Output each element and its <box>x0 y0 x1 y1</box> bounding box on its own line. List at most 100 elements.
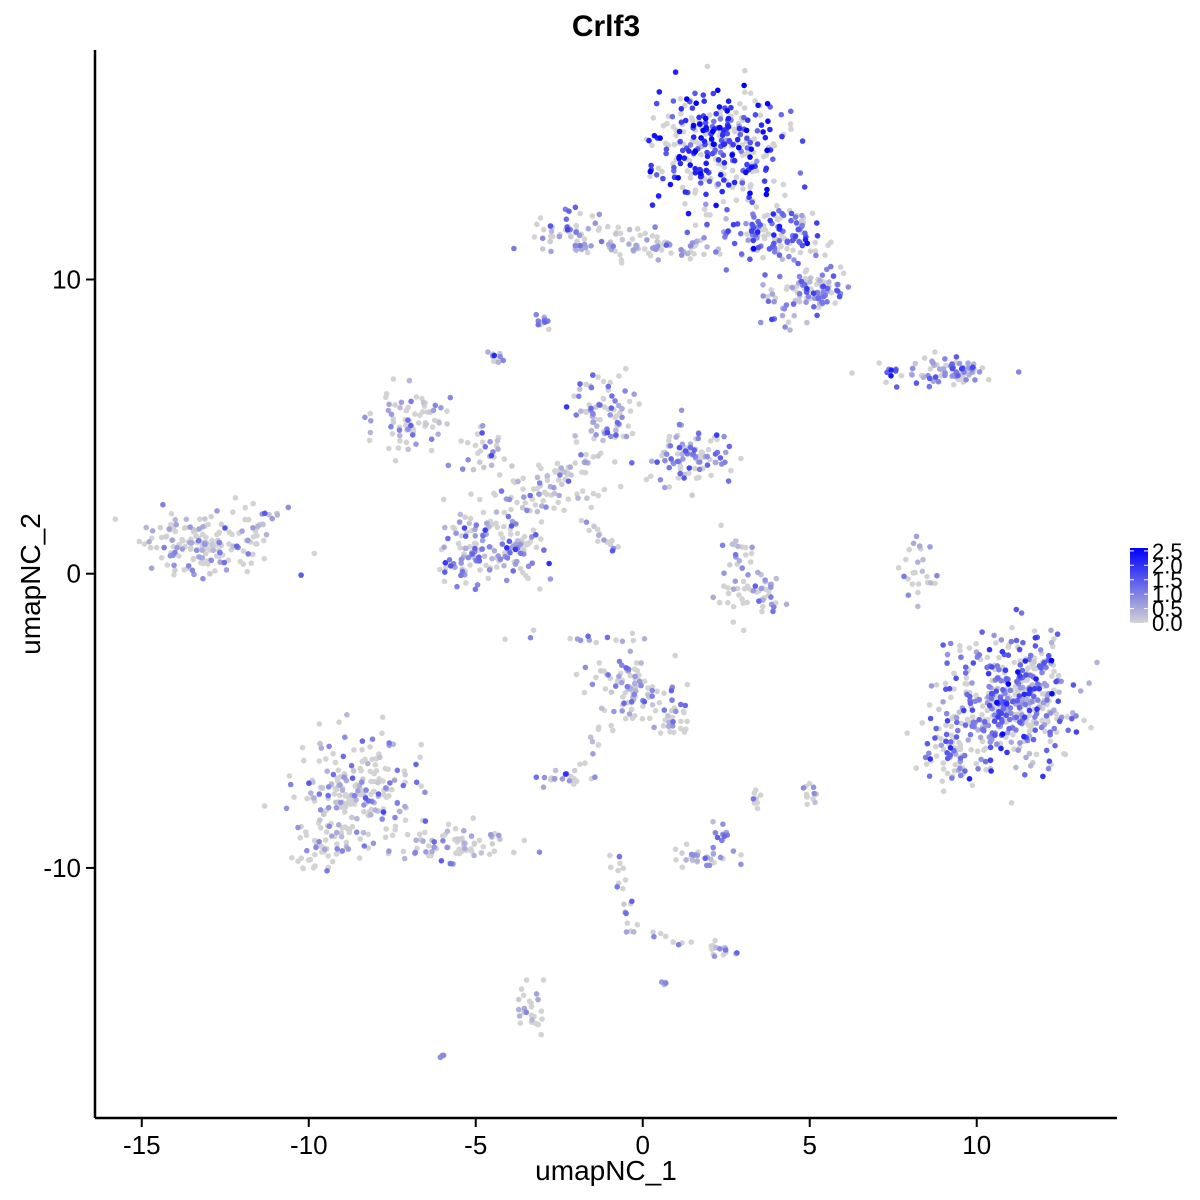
cell-point <box>519 504 526 511</box>
cell-point <box>779 256 786 263</box>
cell-point <box>367 768 374 775</box>
cell-point <box>820 293 827 300</box>
cell-point <box>623 910 629 917</box>
cell-point <box>631 680 638 687</box>
y-tick-label: 10 <box>52 264 81 294</box>
cell-point <box>994 675 1001 681</box>
cell-point <box>1021 691 1028 698</box>
cell-point <box>533 532 539 538</box>
cell-point <box>757 319 764 326</box>
cell-point <box>793 220 800 226</box>
cell-point <box>718 522 724 529</box>
cell-point <box>415 420 422 426</box>
cell-point <box>405 404 411 411</box>
cell-point <box>430 407 437 414</box>
cell-point <box>367 410 374 417</box>
cell-point <box>951 768 958 774</box>
cell-point <box>748 550 755 557</box>
cell-point <box>218 521 225 528</box>
cell-point <box>677 470 683 477</box>
cell-point <box>727 562 733 568</box>
cell-point <box>771 178 777 184</box>
cell-point <box>792 233 799 239</box>
cell-point <box>303 832 310 838</box>
cell-point <box>163 533 170 540</box>
cell-point <box>488 452 495 459</box>
cell-point <box>685 210 692 217</box>
cell-point <box>573 247 579 253</box>
cell-point <box>666 464 672 471</box>
cell-point <box>348 762 355 769</box>
cell-point <box>647 173 653 180</box>
cell-point <box>731 157 738 164</box>
cell-point <box>190 555 197 562</box>
cell-point <box>447 860 454 867</box>
cell-point <box>622 877 629 883</box>
cell-point <box>921 355 928 361</box>
cell-point <box>824 285 831 292</box>
cell-point <box>987 744 994 751</box>
cell-point <box>402 817 409 823</box>
cell-point <box>604 634 611 641</box>
cell-point <box>157 524 164 531</box>
cell-point <box>811 790 817 797</box>
cell-point <box>791 257 797 263</box>
cell-point <box>149 528 156 534</box>
cell-point <box>444 844 450 851</box>
cell-point <box>566 778 573 784</box>
cell-point <box>536 491 542 497</box>
cell-point <box>757 222 763 228</box>
cell-point <box>800 785 807 791</box>
cell-point <box>334 841 340 847</box>
cell-point <box>999 648 1006 655</box>
cell-point <box>912 360 918 367</box>
cell-point <box>660 175 666 182</box>
cell-point <box>628 706 635 713</box>
cell-point <box>786 253 792 260</box>
cell-point <box>495 446 501 452</box>
cell-point <box>200 575 206 582</box>
cell-point <box>749 544 755 551</box>
cell-point <box>663 150 669 157</box>
colorbar-label: 2.5 <box>1152 539 1183 564</box>
cell-point <box>708 472 714 479</box>
cell-point <box>479 422 486 429</box>
cell-point <box>432 402 439 409</box>
cell-point <box>456 519 463 525</box>
cell-point <box>195 537 202 544</box>
cell-point <box>338 833 345 840</box>
cell-point <box>979 629 985 635</box>
cell-point <box>940 642 946 648</box>
cell-point <box>803 791 810 798</box>
cell-point <box>400 848 407 855</box>
cell-point <box>386 848 392 854</box>
cell-point <box>804 285 810 292</box>
cell-point <box>926 383 933 390</box>
cell-point <box>985 670 992 677</box>
cell-point <box>928 580 934 586</box>
cell-point <box>342 793 348 799</box>
cell-point <box>1026 712 1032 719</box>
cell-point <box>403 439 410 446</box>
cell-point <box>725 98 732 104</box>
cell-point <box>796 238 802 245</box>
cell-point <box>817 277 823 284</box>
cell-point <box>811 304 817 310</box>
cell-point <box>936 706 942 713</box>
cell-point <box>723 267 730 273</box>
cell-point <box>538 519 545 525</box>
cell-point <box>536 480 543 486</box>
cell-point <box>799 212 805 219</box>
cell-point <box>324 868 330 874</box>
cell-point <box>444 828 451 834</box>
cell-point <box>943 738 949 745</box>
cell-point <box>765 231 772 237</box>
cell-point <box>712 451 719 457</box>
cell-point <box>657 730 664 736</box>
cell-point <box>653 100 660 107</box>
cell-point <box>597 668 604 674</box>
cell-point <box>766 246 773 252</box>
cell-point <box>390 376 397 382</box>
cell-point <box>306 780 312 786</box>
cell-point <box>406 377 413 384</box>
